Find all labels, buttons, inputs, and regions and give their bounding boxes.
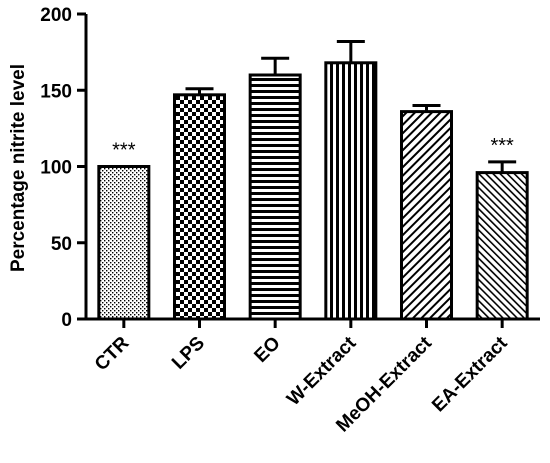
- bar-ea-extract: [475, 171, 529, 321]
- x-tick-label: CTR: [91, 332, 134, 375]
- y-axis: 0 50 100 150 200: [40, 5, 88, 331]
- bar-eo: [248, 73, 302, 321]
- y-tick-label: 150: [40, 81, 72, 102]
- y-tick-label: 100: [40, 158, 72, 179]
- y-axis-label: Percentage nitrite level: [8, 64, 29, 272]
- bar-w-extract: [324, 61, 378, 321]
- bars: *** ***: [97, 39, 529, 321]
- y-tick-label: 50: [51, 234, 72, 255]
- x-tick-label: EO: [250, 333, 284, 367]
- bar-meoh-extract: [400, 110, 453, 321]
- significance-annotation: ***: [112, 140, 136, 162]
- x-tick-label: W-Extract: [283, 332, 361, 410]
- y-tick-label: 200: [40, 5, 72, 26]
- y-tick-label: 0: [61, 310, 72, 331]
- bar-lps: [173, 93, 226, 321]
- x-tick-label: EA-Extract: [428, 332, 512, 416]
- bar-ctr: [97, 165, 151, 321]
- x-tick-label: LPS: [168, 333, 209, 374]
- significance-annotation: ***: [490, 135, 514, 157]
